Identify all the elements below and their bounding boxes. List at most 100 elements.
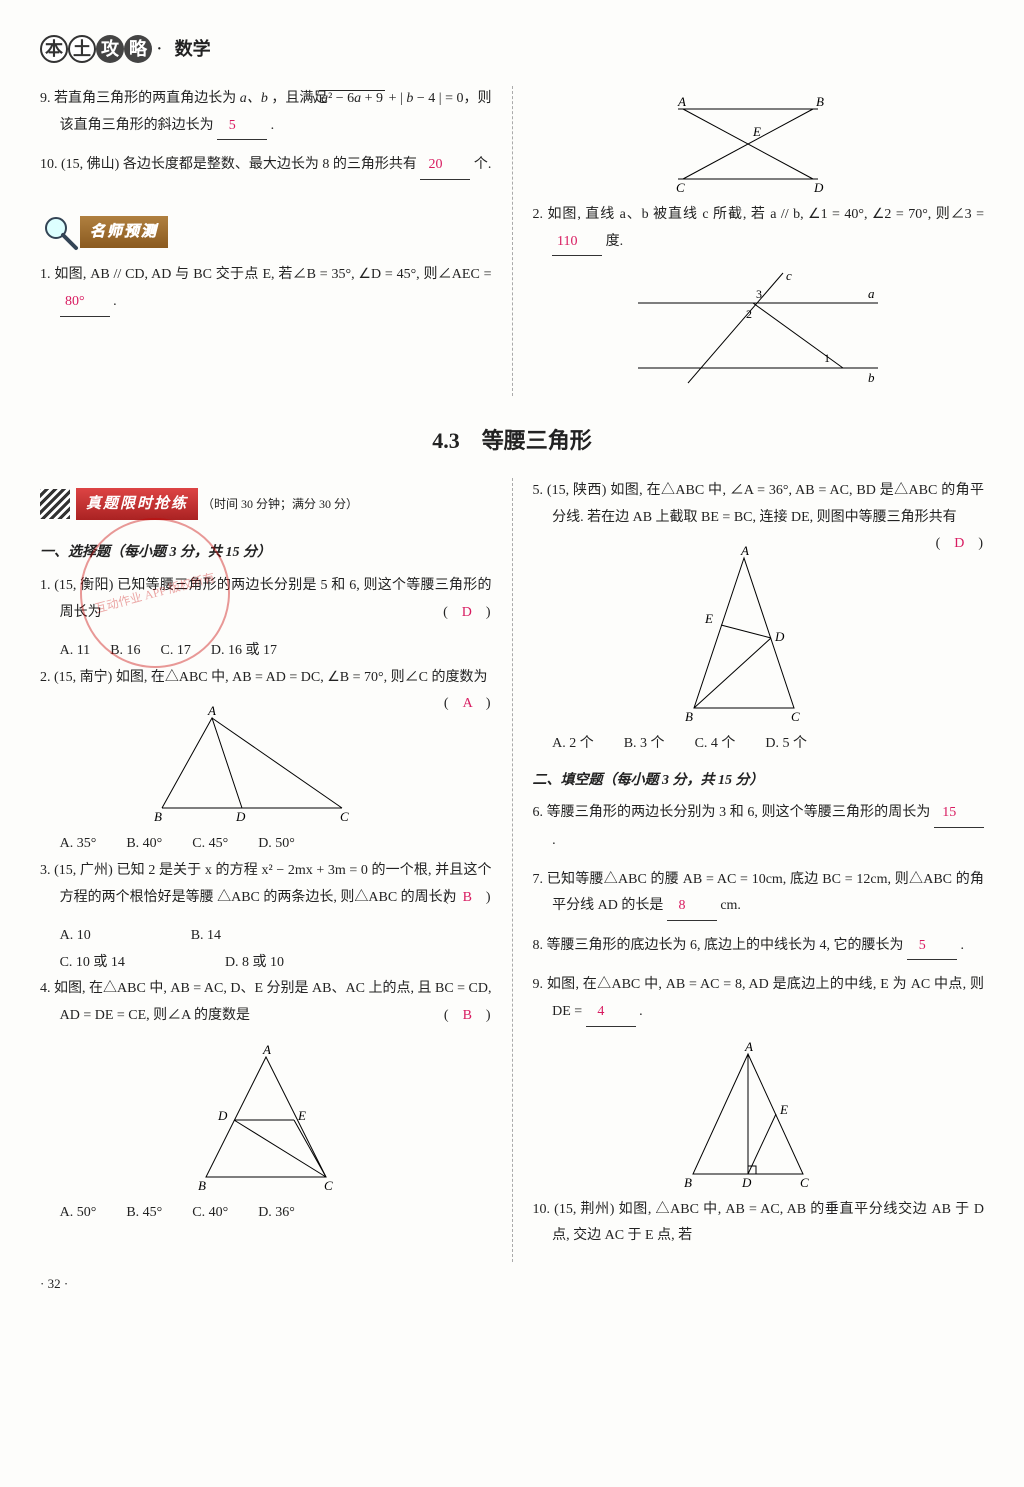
q9b-D: D [741, 1175, 752, 1189]
b-q1-d: D. 16 或 17 [211, 638, 277, 665]
q10-src: (15, 佛山) [61, 157, 119, 172]
b-q5-ans: D [954, 536, 964, 551]
b-q2-src: (15, 南宁) [54, 670, 112, 685]
badge-tu: 土 [68, 35, 96, 63]
q5-B: B [685, 709, 693, 723]
b-q1-opts: A. 11 B. 16 C. 17 D. 16 或 17 [40, 638, 492, 665]
b-q5-text: 如图, 在△ABC 中, ∠A = 36°, AB = AC, BD 是△ABC… [552, 483, 984, 525]
b-q10b-src: (15, 荆州) [554, 1202, 614, 1217]
b-q3-d: D. 8 或 10 [225, 950, 284, 977]
q5-A: A [740, 543, 749, 558]
bottom-left-col: 真题限时抢练 （时间 30 分钟；满分 30 分） 一、选择题（每小题 3 分，… [40, 478, 492, 1262]
q2-A: A [207, 703, 216, 718]
b-q1: 1. (15, 衡阳) 已知等腰三角形的两边长分别是 5 和 6, 则这个等腰三… [40, 573, 492, 626]
q4-D: D [217, 1108, 228, 1123]
b-q4: 4. 如图, 在△ABC 中, AB = AC, D、E 分别是 AB、AC 上… [40, 976, 492, 1029]
banner-prediction-label: 名师预测 [80, 216, 168, 249]
b-q1-src: (15, 衡阳) [54, 578, 113, 593]
b-q4-num: 4. [40, 981, 51, 996]
b-q3-row2: C. 10 或 14 D. 8 或 10 [40, 950, 492, 977]
label-2: 2 [746, 307, 752, 321]
b-q3-text: 已知 2 是关于 x 的方程 x² − 2mx + 3m = 0 的一个根, 并… [60, 863, 492, 905]
p2-text: 如图, 直线 a、b 被直线 c 所截, 若 a // b, ∠1 = 40°,… [547, 207, 984, 222]
b-q5-opts: A. 2 个 B. 3 个 C. 4 个 D. 5 个 [533, 731, 985, 758]
p2-unit: 度. [606, 234, 624, 249]
b-q1-c: C. 17 [161, 638, 191, 665]
p2-answer: 110 [552, 229, 602, 257]
b-q3-b: B. 14 [191, 923, 221, 950]
b-q6-p: . [552, 833, 556, 848]
b-q4-opts: A. 50° B. 45° C. 40° D. 36° [40, 1200, 492, 1227]
b-q8-text: 等腰三角形的底边长为 6, 底边上的中线长为 4, 它的腰长为 [547, 938, 904, 953]
b-q5: 5. (15, 陕西) 如图, 在△ABC 中, ∠A = 36°, AB = … [533, 478, 985, 531]
b-q6-ans: 15 [934, 800, 984, 828]
top-left-col: 9. 若直角三角形的两直角边长为 a、b ，且满足 a² − 6a + 9 + … [40, 86, 492, 396]
banner-practice-label: 真题限时抢练 [76, 488, 198, 521]
b-q5-diagram: A B C D E [533, 543, 985, 723]
b-q3-row1: A. 10 B. 14 [40, 923, 492, 950]
b-q5-c: C. 4 个 [695, 731, 736, 758]
label-E: E [752, 124, 761, 139]
b-q2-text: 如图, 在△ABC 中, AB = AD = DC, ∠B = 70°, 则∠C… [116, 670, 488, 685]
q5-E: E [704, 611, 713, 626]
b-q7-ans: 8 [667, 893, 717, 921]
q10-unit: 个. [474, 157, 492, 172]
sqrt-icon: a² − 6a + 9 [331, 86, 385, 113]
pred-q2: 2. 如图, 直线 a、b 被直线 c 所截, 若 a // b, ∠1 = 4… [533, 202, 985, 256]
section-title-43: 4.3 等腰三角形 [40, 420, 984, 462]
b-q4-ans: B [463, 1008, 472, 1023]
b-q1-num: 1. [40, 578, 51, 593]
q2-D: D [235, 809, 246, 823]
q5-C: C [791, 709, 800, 723]
p2-num: 2. [533, 207, 544, 222]
q2-C: C [340, 809, 349, 823]
label-3: 3 [756, 287, 762, 301]
sec1-head: 一、选择题（每小题 3 分，共 15 分） [40, 540, 492, 567]
q10-answer: 20 [420, 152, 470, 180]
q10: 10. (15, 佛山) 各边长度都是整数、最大边长为 8 的三角形共有 20 … [40, 152, 492, 180]
b-q1-ans: D [462, 605, 472, 620]
b-q9b-num: 9. [533, 977, 544, 992]
sec2-head: 二、填空题（每小题 3 分，共 15 分） [533, 768, 985, 795]
q4-E: E [297, 1108, 306, 1123]
b-q8: 8. 等腰三角形的底边长为 6, 底边上的中线长为 4, 它的腰长为 5 . [533, 933, 985, 961]
q9-num: 9. [40, 91, 51, 106]
parallel-diagram: a b c 1 2 3 [533, 268, 985, 388]
q4-C: C [324, 1178, 333, 1192]
b-q10b-num: 10. [533, 1202, 551, 1217]
b-q1-text: 已知等腰三角形的两边长分别是 5 和 6, 则这个等腰三角形的周长为 [60, 578, 492, 620]
b-q9b-p: . [639, 1004, 643, 1019]
label-D: D [813, 180, 824, 194]
b-q2-d: D. 50° [258, 831, 295, 858]
b-q6-text: 等腰三角形的两边长分别为 3 和 6, 则这个等腰三角形的周长为 [547, 805, 931, 820]
label-C: C [676, 180, 685, 194]
b-q5-d: D. 5 个 [765, 731, 807, 758]
b-q4-diagram: A B C D E [40, 1042, 492, 1192]
q9b-E: E [779, 1102, 788, 1117]
q9-period: . [271, 118, 275, 133]
b-q5-src: (15, 陕西) [547, 483, 607, 498]
b-q1-b: B. 16 [110, 638, 140, 665]
bottom-right-col: 5. (15, 陕西) 如图, 在△ABC 中, ∠A = 36°, AB = … [512, 478, 985, 1262]
q2-B: B [154, 809, 162, 823]
banner-practice: 真题限时抢练 （时间 30 分钟；满分 30 分） [40, 488, 358, 521]
b-q3-src: (15, 广州) [54, 863, 113, 878]
badge-gong: 攻 [96, 35, 124, 63]
b-q4-d: D. 36° [258, 1200, 295, 1227]
q9-text-a: 若直角三角形的两直角边长为 [54, 91, 240, 106]
q10-text: 各边长度都是整数、最大边长为 8 的三角形共有 [123, 157, 417, 172]
label-B: B [816, 94, 824, 109]
b-q9b: 9. 如图, 在△ABC 中, AB = AC = 8, AD 是底边上的中线,… [533, 972, 985, 1026]
b-q6-num: 6. [533, 805, 544, 820]
b-q8-ans: 5 [907, 933, 957, 961]
b-q7-num: 7. [533, 872, 544, 887]
b-q6: 6. 等腰三角形的两边长分别为 3 和 6, 则这个等腰三角形的周长为 15 . [533, 800, 985, 854]
magnifier-icon [40, 212, 80, 252]
b-q7: 7. 已知等腰△ABC 的腰 AB = AC = 10cm, 底边 BC = 1… [533, 867, 985, 921]
q9b-A: A [744, 1039, 753, 1054]
top-columns: 9. 若直角三角形的两直角边长为 a、b ，且满足 a² − 6a + 9 + … [40, 86, 984, 396]
p1-num: 1. [40, 267, 51, 282]
b-q8-p: . [961, 938, 965, 953]
top-right-col: A B C D E 2. 如图, 直线 a、b 被直线 c 所截, 若 a //… [512, 86, 985, 396]
page-number: · 32 · [40, 1272, 984, 1297]
